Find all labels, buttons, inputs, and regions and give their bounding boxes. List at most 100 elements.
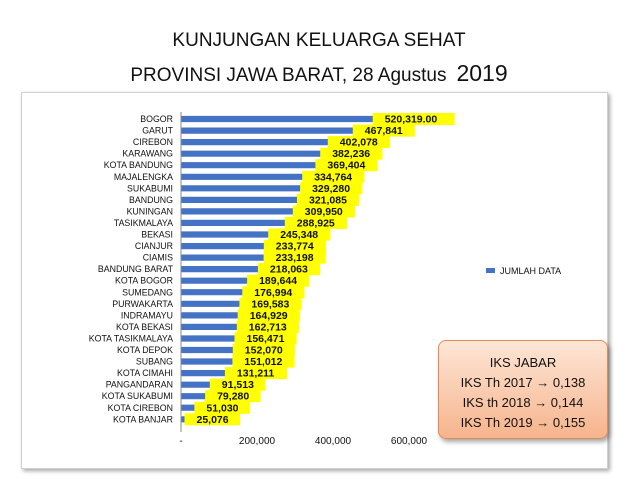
category-label-subang: SUBANG <box>136 357 173 367</box>
value-label-bg-kota-bekasi <box>236 320 299 333</box>
value-label-bandung: 321,085 <box>309 194 347 206</box>
bar-indramayu <box>181 312 244 319</box>
value-label-bg-cirebon <box>327 136 390 149</box>
value-label-bg-sukabumi <box>300 182 363 195</box>
value-label-bogor: 520,319.00 <box>385 114 438 126</box>
bar-kuningan <box>181 208 299 215</box>
value-label-cirebon: 402,078 <box>340 137 378 149</box>
iks-note-2019: IKS Th 2019 → 0,155 <box>460 415 586 430</box>
iks-note-2018: IKS th 2018 → 0,144 <box>462 395 584 410</box>
bar-sumedang <box>181 289 249 296</box>
chart-title-line1: KUNJUNGAN KELUARGA SEHAT <box>172 30 466 51</box>
value-label-bg-kuningan <box>292 205 355 218</box>
category-label-tasikmalaya: TASIKMALAYA <box>114 218 173 228</box>
category-label-kota-cirebon: KOTA CIREBON <box>108 403 173 413</box>
value-label-subang: 151,012 <box>244 356 282 368</box>
bar-kota-bogor <box>181 277 254 284</box>
chart-title-line2: PROVINSI JAWA BARAT, 28 Agustus 2019 <box>0 60 638 87</box>
category-label-bandung: BANDUNG <box>129 195 173 205</box>
value-label-bg-purwakarta <box>239 297 302 310</box>
category-label-purwakarta: PURWAKARTA <box>112 299 173 309</box>
value-label-bg-cianjur <box>263 240 326 253</box>
category-label-bandung-barat: BANDUNG BARAT <box>98 264 174 274</box>
value-label-bg-kota-depok <box>232 344 295 356</box>
value-label-bg-garut <box>352 124 415 137</box>
iks-note-2017: IKS Th 2017 → 0,138 <box>460 375 586 390</box>
value-label-cianjur: 233,774 <box>276 241 314 253</box>
value-label-karawang: 382,236 <box>332 148 370 160</box>
category-label-kota-bogor: KOTA BOGOR <box>115 276 173 286</box>
value-label-bg-bandung-barat <box>257 263 321 276</box>
value-label-kota-cirebon: 51,030 <box>206 402 238 414</box>
value-label-bg-kota-bogor <box>247 274 310 287</box>
value-label-bg-majalengka <box>302 170 365 183</box>
value-label-bg-bandung <box>297 193 360 206</box>
bar-bekasi <box>181 231 275 238</box>
value-label-bg-bogor <box>372 113 455 125</box>
category-label-kota-sukabumi: KOTA SUKABUMI <box>102 391 173 401</box>
bar-cianjur <box>181 243 270 250</box>
category-label-pangandaran: PANGANDARAN <box>106 380 173 390</box>
value-label-kota-tasikmalaya: 156,471 <box>247 333 285 345</box>
legend-swatch <box>486 268 495 273</box>
value-label-bg-kota-cirebon <box>194 401 250 414</box>
value-label-kota-bogor: 189,644 <box>259 275 297 287</box>
x-tick-label: - <box>179 436 182 447</box>
value-label-kota-bandung: 369,404 <box>327 160 365 172</box>
value-label-bg-pangandaran <box>209 378 266 391</box>
chart-title-year: 2019 <box>456 60 508 86</box>
chart-title-text: PROVINSI JAWA BARAT, 28 Agustus <box>130 65 447 86</box>
value-label-bg-bekasi <box>268 228 331 241</box>
category-label-kota-depok: KOTA DEPOK <box>117 345 173 355</box>
bar-karawang <box>181 150 327 157</box>
value-label-bg-tasikmalaya <box>284 216 347 229</box>
category-label-kota-cimahi: KOTA CIMAHI <box>117 368 173 378</box>
value-label-ciamis: 233,198 <box>276 252 314 264</box>
value-label-majalengka: 334,764 <box>314 171 352 183</box>
category-label-garut: GARUT <box>142 126 173 136</box>
bar-kota-sukabumi <box>181 393 212 400</box>
value-label-indramayu: 164,929 <box>250 310 288 322</box>
value-label-garut: 467,841 <box>365 125 403 137</box>
category-label-ciamis: CIAMIS <box>143 253 173 263</box>
value-label-bg-kota-cimahi <box>224 367 288 380</box>
category-label-karawang: KARAWANG <box>122 149 173 159</box>
value-label-pangandaran: 91,513 <box>222 379 254 391</box>
bar-kota-bandung <box>181 162 322 169</box>
bar-kota-tasikmalaya <box>181 335 241 342</box>
bar-pangandaran <box>181 381 216 388</box>
category-label-bekasi: BEKASI <box>141 230 173 240</box>
bar-majalengka <box>181 173 309 180</box>
category-label-majalengka: MAJALENGKA <box>114 172 173 182</box>
value-label-bg-sumedang <box>242 286 305 299</box>
category-label-cianjur: CIANJUR <box>135 241 173 251</box>
value-label-kota-sukabumi: 79,280 <box>217 391 249 403</box>
x-tick-label: 600,000 <box>391 436 428 447</box>
category-label-kota-bekasi: KOTA BEKASI <box>116 322 173 332</box>
value-label-kota-bekasi: 162,713 <box>249 321 287 333</box>
bar-purwakarta <box>181 300 246 307</box>
iks-note-title: IKS JABAR <box>489 355 557 370</box>
value-label-bg-kota-tasikmalaya <box>234 332 297 345</box>
category-label-bogor: BOGOR <box>140 114 173 124</box>
bar-ciamis <box>181 254 270 261</box>
value-label-kuningan: 309,950 <box>305 206 343 218</box>
bar-sukabumi <box>181 185 307 192</box>
value-label-bg-indramayu <box>237 309 300 322</box>
category-label-kota-bandung: KOTA BANDUNG <box>104 160 173 170</box>
category-label-kota-banjar: KOTA BANJAR <box>113 414 173 424</box>
value-label-bg-kota-sukabumi <box>205 390 261 403</box>
value-label-kota-banjar: 25,076 <box>197 414 229 426</box>
value-label-sumedang: 176,994 <box>254 287 292 299</box>
value-label-bg-subang <box>232 355 295 368</box>
value-label-bg-kota-bandung <box>315 159 378 172</box>
value-label-bekasi: 245,348 <box>280 229 318 241</box>
x-tick-label: 400,000 <box>315 436 352 447</box>
value-label-kota-cimahi: 131,211 <box>237 368 275 380</box>
bar-bandung-barat <box>181 266 264 273</box>
bar-bogor <box>181 115 379 123</box>
category-label-indramayu: INDRAMAYU <box>121 310 173 320</box>
value-label-purwakarta: 169,583 <box>251 298 289 310</box>
bar-garut <box>181 127 359 134</box>
